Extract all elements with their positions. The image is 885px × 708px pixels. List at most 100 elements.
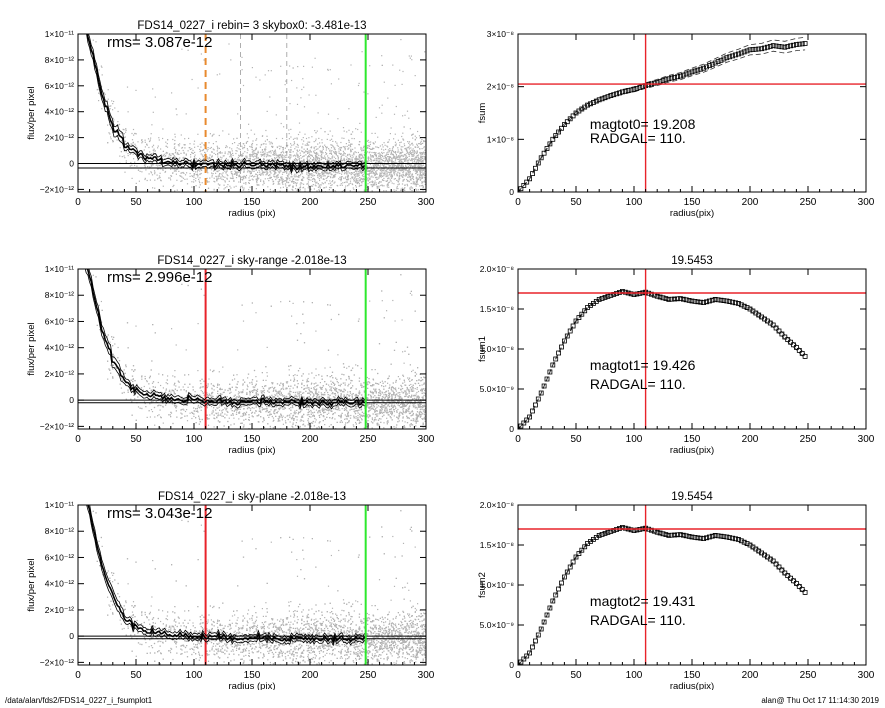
radgal-annotation: RADGAL= 110. <box>590 130 686 146</box>
scatter-point <box>195 177 197 179</box>
scatter-point <box>342 146 344 148</box>
scatter-point <box>417 162 419 164</box>
scatter-point <box>384 171 386 173</box>
scatter-point <box>193 176 195 178</box>
scatter-point <box>256 156 258 158</box>
scatter-point <box>333 182 335 184</box>
scatter-point <box>354 170 357 172</box>
scatter-point <box>350 150 353 152</box>
fsum-point <box>634 86 640 91</box>
y-tick-label: 2×10⁻⁸ <box>487 82 515 92</box>
scatter-point <box>333 171 335 173</box>
scatter-point <box>409 164 411 166</box>
scatter-point <box>410 163 412 165</box>
scatter-point <box>294 157 297 159</box>
scatter-point <box>189 162 191 164</box>
scatter-point <box>394 156 396 158</box>
scatter-point <box>322 164 324 167</box>
scatter-point <box>283 126 285 128</box>
scatter-point <box>333 164 335 166</box>
scatter-point <box>130 162 132 164</box>
scatter-point <box>400 39 402 41</box>
scatter-point <box>378 176 380 178</box>
scatter-point <box>340 183 342 185</box>
scatter-point <box>328 189 330 191</box>
scatter-point <box>169 153 171 155</box>
scatter-point <box>307 179 309 181</box>
scatter-point <box>392 150 394 152</box>
scatter-point <box>213 170 215 172</box>
scatter-point <box>187 49 189 51</box>
scatter-point <box>282 186 284 188</box>
scatter-point <box>295 185 297 187</box>
scatter-point <box>211 156 213 158</box>
y-tick-label: 0 <box>509 187 514 197</box>
scatter-point <box>292 178 294 180</box>
scatter-point <box>303 86 305 88</box>
scatter-point <box>200 153 202 155</box>
scatter-point <box>283 152 285 154</box>
scatter-point <box>116 131 118 133</box>
scatter-point <box>402 146 404 148</box>
fsum-point <box>794 42 799 47</box>
scatter-point <box>150 172 153 174</box>
scatter-point <box>387 156 389 158</box>
scatter-point <box>399 153 401 155</box>
scatter-point <box>176 168 178 171</box>
scatter-point <box>325 177 327 180</box>
scatter-point <box>385 158 387 161</box>
scatter-point <box>376 162 378 164</box>
scatter-point <box>226 178 228 180</box>
scatter-point <box>303 183 305 185</box>
scatter-point <box>273 151 275 153</box>
scatter-point <box>404 153 406 155</box>
scatter-point <box>315 164 317 166</box>
scatter-point <box>264 171 266 173</box>
scatter-point <box>179 165 181 168</box>
scatter-point <box>372 170 374 173</box>
scatter-point <box>336 165 338 167</box>
scatter-point <box>149 139 151 141</box>
scatter-point <box>399 170 402 172</box>
scatter-point <box>267 178 269 180</box>
scatter-point <box>224 152 226 155</box>
scatter-point <box>154 160 156 162</box>
y-tick-label: 3×10⁻⁸ <box>487 29 515 39</box>
scatter-point <box>350 146 352 148</box>
scatter-point <box>348 158 350 160</box>
scatter-point <box>184 138 186 140</box>
scatter-point <box>245 183 247 185</box>
scatter-point <box>310 154 312 156</box>
scatter-point <box>391 159 393 161</box>
scatter-point <box>277 176 279 178</box>
scatter-point <box>405 159 407 161</box>
scatter-point <box>171 92 173 94</box>
scatter-point <box>279 154 281 156</box>
scatter-point <box>409 194 410 195</box>
scatter-point <box>344 181 346 184</box>
scatter-point <box>380 161 382 163</box>
scatter-point <box>313 166 315 169</box>
scatter-point <box>332 180 334 182</box>
scatter-point <box>399 156 401 158</box>
scatter-point <box>397 147 399 149</box>
scatter-point <box>231 148 233 150</box>
scatter-point <box>229 152 231 154</box>
scatter-point <box>242 147 244 149</box>
scatter-point <box>288 156 290 158</box>
scatter-point <box>394 172 396 174</box>
scatter-point <box>402 174 405 176</box>
scatter-point <box>270 152 272 154</box>
scatter-point <box>280 166 282 168</box>
scatter-point <box>370 141 372 143</box>
scatter-point <box>357 178 359 180</box>
scatter-point <box>289 151 291 153</box>
scatter-point <box>366 145 369 147</box>
scatter-point <box>291 79 293 82</box>
scatter-point <box>101 74 103 76</box>
scatter-point <box>251 151 253 153</box>
scatter-point <box>331 153 333 155</box>
scatter-point <box>407 166 409 168</box>
scatter-point <box>324 157 326 159</box>
scatter-point <box>283 180 285 182</box>
